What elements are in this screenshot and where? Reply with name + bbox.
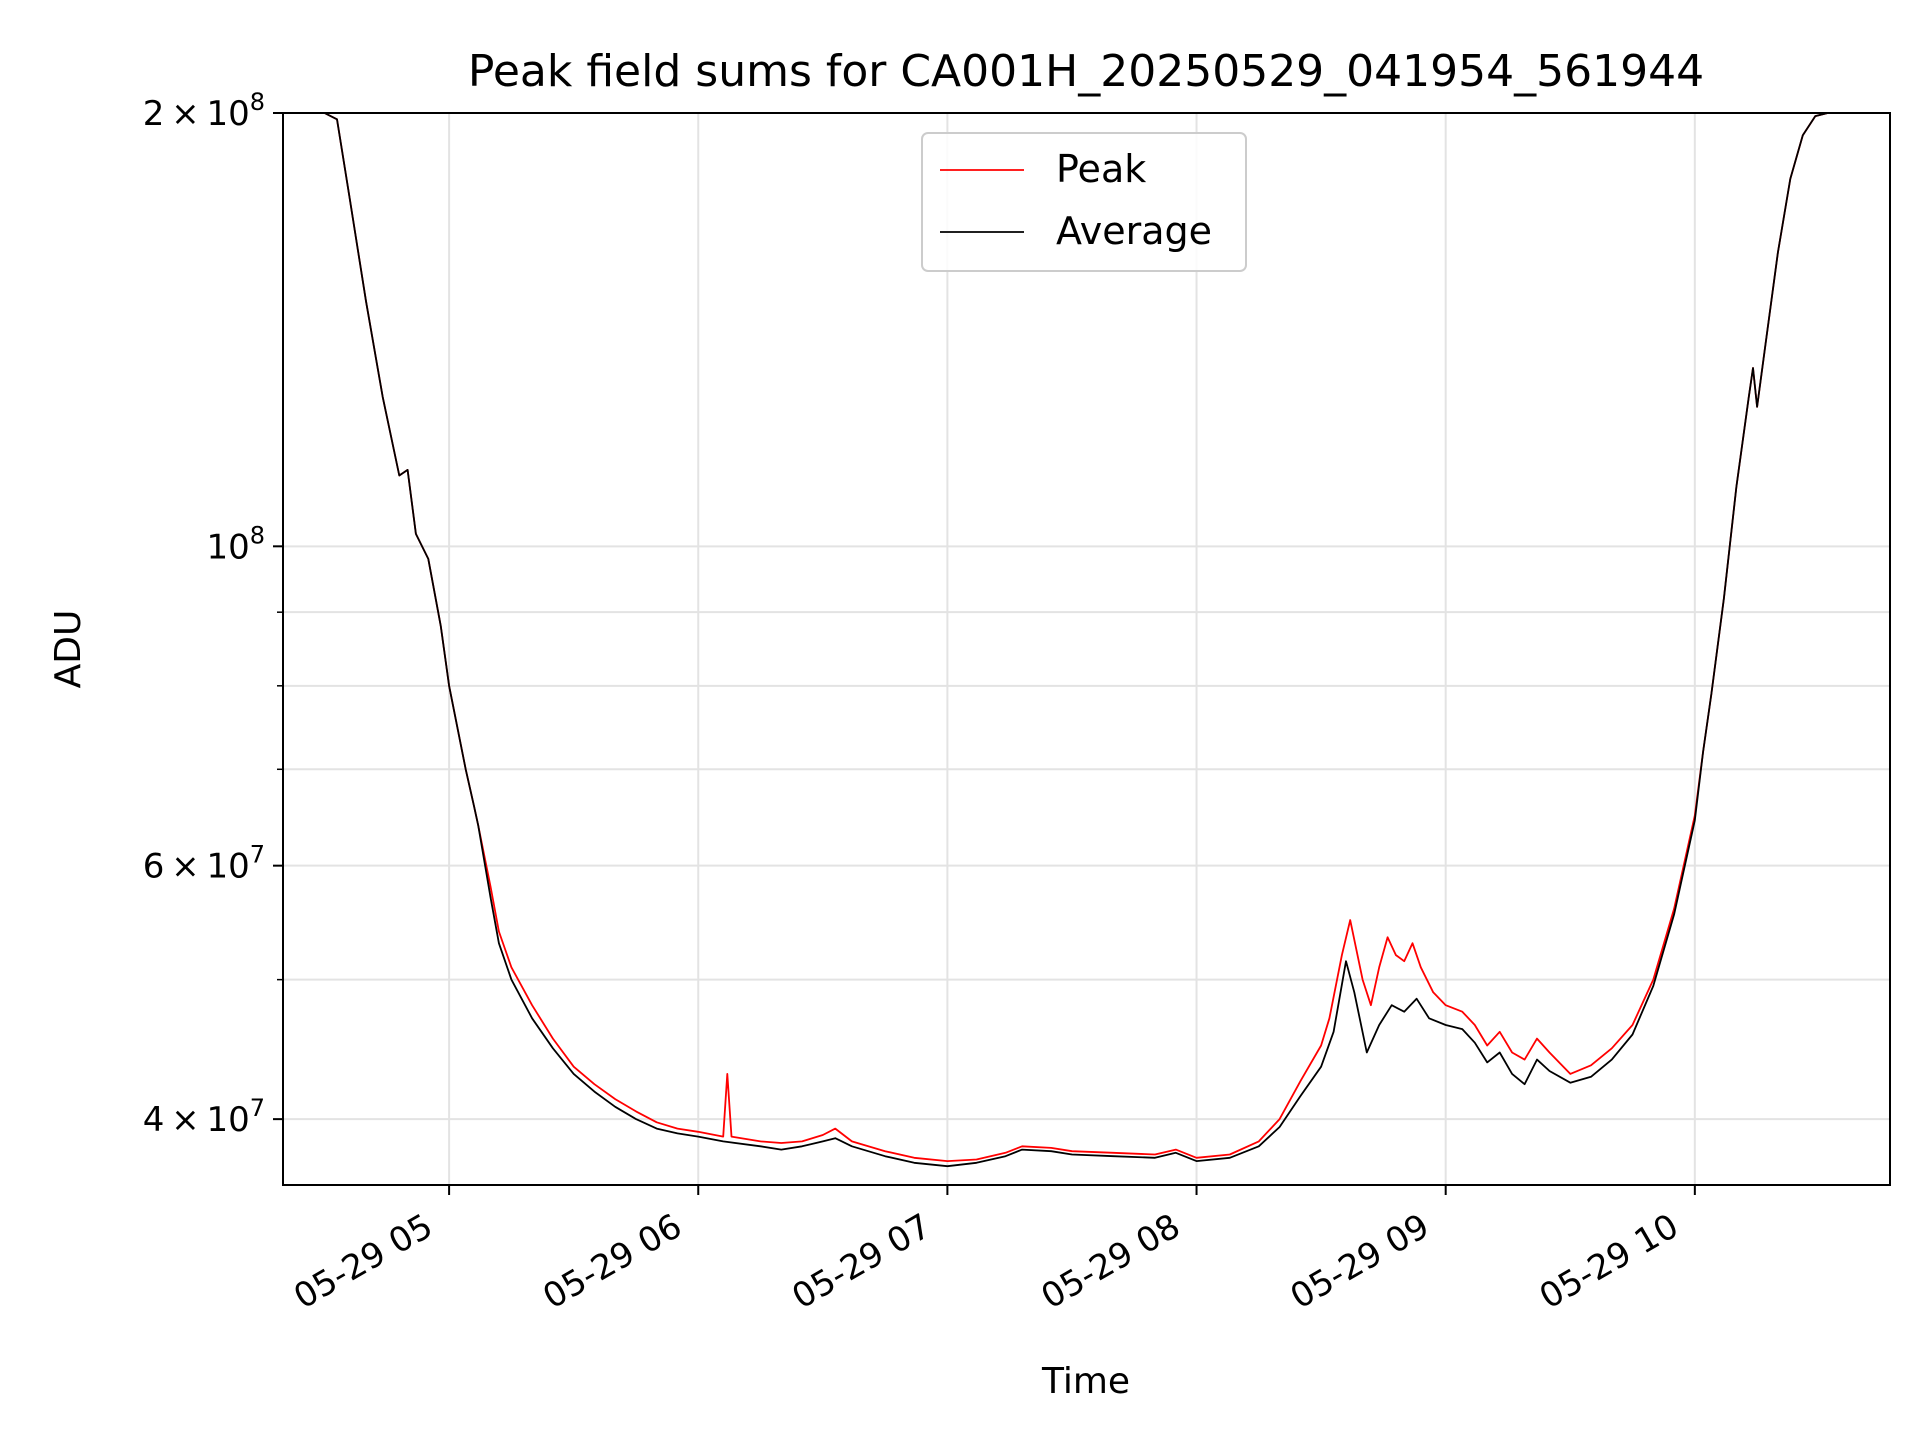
x-axis-label: Time xyxy=(1041,1361,1130,1402)
chart-title: Peak field sums for CA001H_20250529_0419… xyxy=(468,46,1704,97)
y-axis-label: ADU xyxy=(48,610,89,689)
series-layer xyxy=(283,113,1890,1168)
series-line-average xyxy=(283,113,1890,1168)
y-tick-label: 108 xyxy=(206,521,265,567)
legend: Peak Average xyxy=(921,132,1247,272)
series-line-peak xyxy=(283,113,1890,1162)
legend-box xyxy=(921,132,1247,272)
y-tick-label: 4 × 107 xyxy=(143,1094,265,1140)
plot-frame xyxy=(282,112,1891,1186)
y-tick-label: 6 × 107 xyxy=(143,841,265,887)
y-tick-label: 2 × 108 xyxy=(143,88,265,134)
legend-label-peak: Peak xyxy=(1056,147,1146,191)
legend-label-average: Average xyxy=(1056,209,1212,253)
